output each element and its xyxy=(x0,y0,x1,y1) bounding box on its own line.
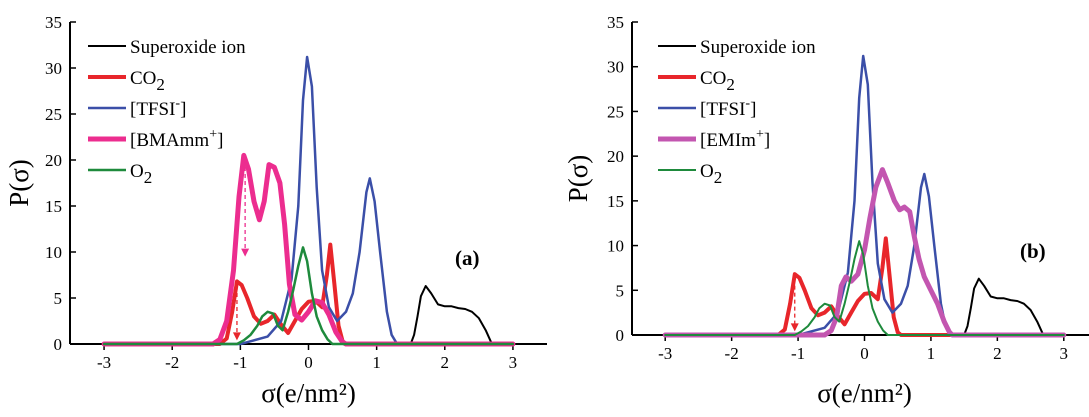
y-tick-label: 15 xyxy=(45,197,62,216)
x-tick-label: 2 xyxy=(993,344,1002,363)
x-tick-label: -2 xyxy=(725,344,739,363)
x-tick-label: 1 xyxy=(927,344,936,363)
x-tick-label: 0 xyxy=(304,353,313,372)
series-line-0 xyxy=(664,277,1065,336)
panel-label: (a) xyxy=(455,246,480,270)
y-tick-label: 25 xyxy=(45,105,62,124)
dashed-arrow-head xyxy=(790,323,799,332)
y-tick-label: 10 xyxy=(607,237,624,256)
y-tick-label: 30 xyxy=(45,59,62,78)
x-axis-label: σ(e/nm²) xyxy=(261,378,356,408)
panel-a: 0 5 10 15 20 25 30 35 -3 -2 -1 0 1 2 3 Superoxide ion CO… xyxy=(4,13,547,408)
series-line-1 xyxy=(102,242,515,346)
series-line-4 xyxy=(102,246,515,346)
series-line-0 xyxy=(103,285,514,345)
y-tick-label: 30 xyxy=(607,58,624,77)
x-tick-label: 2 xyxy=(441,353,450,372)
y-tick-label: 5 xyxy=(54,289,63,308)
y-tick-label: 25 xyxy=(607,102,624,121)
y-tick-label: 35 xyxy=(45,13,62,32)
legend-label: CO2 xyxy=(700,68,735,94)
legend-label: Superoxide ion xyxy=(130,37,246,58)
x-tick-label: 3 xyxy=(1060,344,1069,363)
y-tick-label: 15 xyxy=(607,192,624,211)
legend-label: [BMAmm+] xyxy=(130,127,223,151)
legend-label: [TFSI-] xyxy=(700,96,756,120)
y-tick-label: 0 xyxy=(54,335,63,354)
x-axis-label: σ(e/nm²) xyxy=(817,378,912,408)
legend-label: [EMIm+] xyxy=(700,127,770,151)
y-axis-label: P(σ) xyxy=(4,159,34,207)
legend-label: Superoxide ion xyxy=(700,37,816,58)
series-line-2 xyxy=(102,55,515,346)
series-line-3 xyxy=(662,167,1067,338)
y-tick-label: 10 xyxy=(45,243,62,262)
x-tick-label: -3 xyxy=(658,344,672,363)
dashed-arrow-head xyxy=(232,332,241,341)
dashed-arrow-head xyxy=(241,248,250,257)
y-tick-label: 20 xyxy=(607,147,624,166)
panel-b: 0 5 10 15 20 25 30 35 -3 -2 -1 0 1 2 3 Superoxide ion CO… xyxy=(563,13,1089,408)
x-tick-label: 1 xyxy=(372,353,381,372)
series-line-4 xyxy=(664,240,1065,336)
y-axis-label: P(σ) xyxy=(563,155,593,203)
legend-label: O2 xyxy=(130,161,152,187)
x-tick-label: 3 xyxy=(509,353,518,372)
panel-label: (b) xyxy=(1020,239,1046,263)
y-tick-label: 5 xyxy=(616,281,625,300)
y-tick-label: 35 xyxy=(607,13,624,32)
series-line-1 xyxy=(663,236,1066,337)
x-tick-label: -1 xyxy=(233,353,247,372)
x-tick-label: -3 xyxy=(97,353,111,372)
x-tick-label: -1 xyxy=(791,344,805,363)
y-tick-label: 0 xyxy=(616,326,625,345)
x-tick-label: 0 xyxy=(860,344,869,363)
series-line-3 xyxy=(101,152,516,347)
legend-label: O2 xyxy=(700,161,722,187)
x-tick-label: -2 xyxy=(165,353,179,372)
y-tick-label: 20 xyxy=(45,151,62,170)
legend-label: CO2 xyxy=(130,68,165,94)
legend-label: [TFSI-] xyxy=(130,96,186,120)
